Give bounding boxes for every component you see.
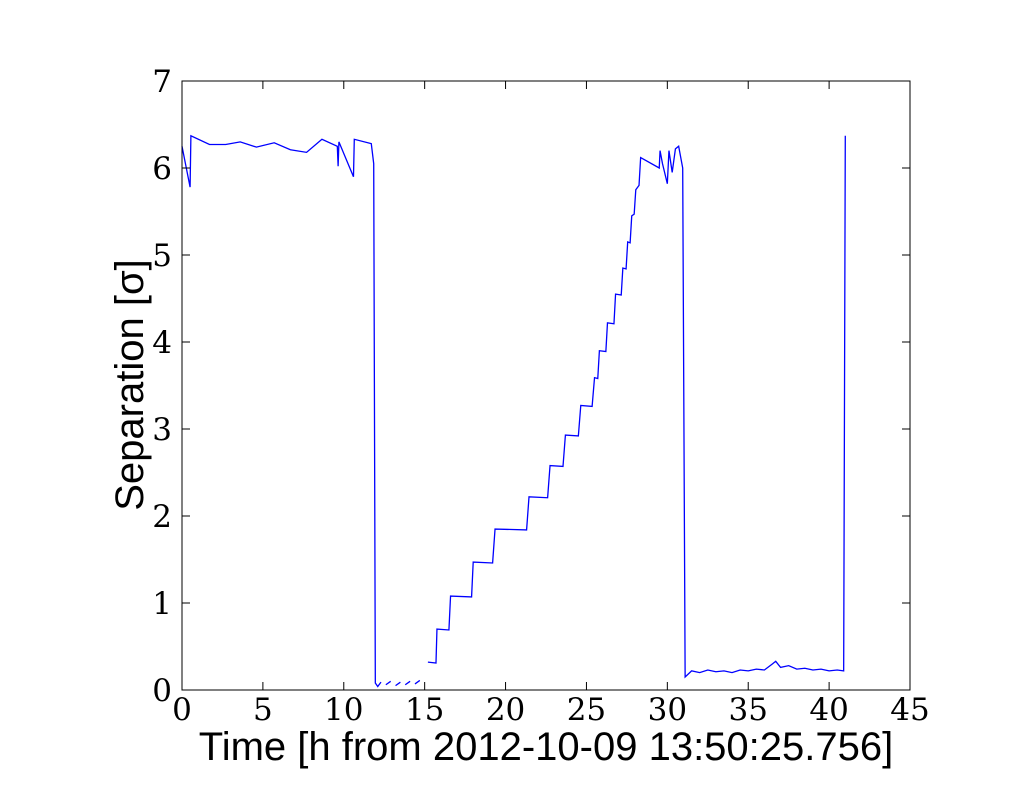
plot-frame xyxy=(181,80,911,691)
data-line xyxy=(181,134,846,688)
y-tick-label: 6 xyxy=(152,151,172,187)
x-tick-label: 15 xyxy=(405,692,444,728)
x-tick-label: 30 xyxy=(648,692,687,728)
x-tick-label: 40 xyxy=(809,692,848,728)
y-tick-label: 0 xyxy=(152,673,172,709)
x-tick-label: 10 xyxy=(324,692,363,728)
y-tick-label: 7 xyxy=(152,64,172,100)
x-tick-label: 20 xyxy=(486,692,525,728)
y-tick-label: 5 xyxy=(152,238,172,274)
y-tick-label: 1 xyxy=(152,586,172,622)
x-tick-label: 35 xyxy=(728,692,767,728)
x-tick-label: 25 xyxy=(567,692,606,728)
x-tick-label: 0 xyxy=(172,692,192,728)
y-tick-label: 4 xyxy=(152,325,172,361)
y-tick-label: 3 xyxy=(152,412,172,448)
y-tick-label: 2 xyxy=(152,499,172,535)
x-tick-label: 45 xyxy=(890,692,929,728)
y-axis-label: Separation [σ] xyxy=(108,259,152,511)
x-tick-label: 5 xyxy=(253,692,273,728)
x-axis-label: Time [h from 2012-10-09 13:50:25.756] xyxy=(199,725,894,769)
